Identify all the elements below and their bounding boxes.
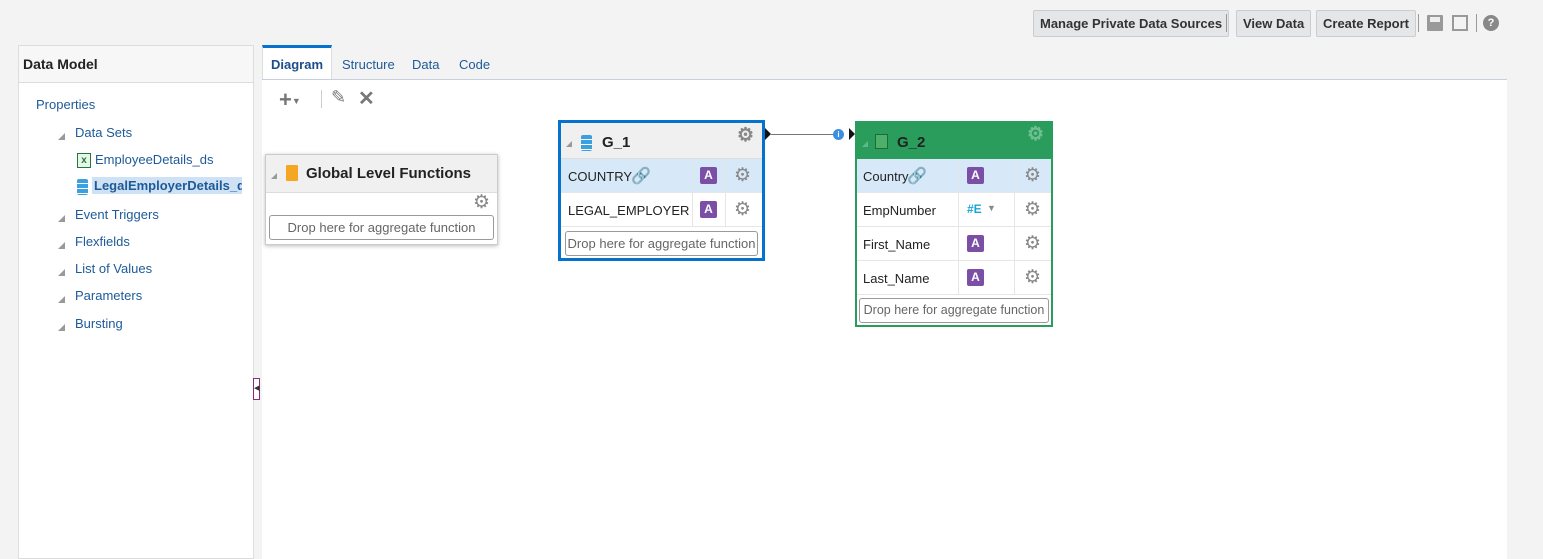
aggregate-drop-zone[interactable]: Drop here for aggregate function bbox=[565, 231, 758, 256]
manage-private-data-sources-button[interactable]: Manage Private Data Sources bbox=[1033, 10, 1230, 37]
gear-icon[interactable]: ⚙ bbox=[473, 192, 491, 213]
aggregate-drop-zone[interactable]: Drop here for aggregate function bbox=[269, 215, 494, 240]
expand-icon[interactable] bbox=[58, 324, 65, 331]
tree-bursting[interactable]: Bursting bbox=[75, 316, 123, 331]
link-line[interactable] bbox=[771, 134, 841, 135]
connector-arrow bbox=[849, 128, 855, 140]
gear-icon[interactable]: ⚙ bbox=[1024, 199, 1042, 220]
expand-icon[interactable] bbox=[58, 242, 65, 249]
text-type-icon[interactable]: A bbox=[700, 201, 717, 218]
text-type-icon[interactable]: A bbox=[967, 269, 984, 286]
box-header: G_2 ⚙ bbox=[857, 123, 1051, 159]
separator bbox=[1476, 14, 1477, 32]
document-icon bbox=[286, 165, 298, 181]
gear-icon[interactable]: ⚙ bbox=[737, 125, 755, 146]
box-header: G_1 ⚙ bbox=[561, 123, 762, 159]
excel-icon bbox=[875, 134, 888, 149]
tab-code[interactable]: Code bbox=[459, 57, 491, 72]
group-g1[interactable]: G_1 ⚙ COUNTRY 🔗 A ⚙ LEGAL_EMPLOYER A ⚙ D… bbox=[558, 120, 765, 261]
text-type-icon[interactable]: A bbox=[967, 235, 984, 252]
excel-icon: x bbox=[77, 153, 91, 168]
column-name: LEGAL_EMPLOYER bbox=[568, 203, 690, 218]
box-title: Global Level Functions bbox=[306, 165, 472, 182]
aggregate-drop-zone[interactable]: Drop here for aggregate function bbox=[859, 298, 1049, 323]
expand-icon[interactable] bbox=[58, 269, 65, 276]
collapse-icon[interactable] bbox=[271, 173, 277, 179]
table-row[interactable]: First_Name A ⚙ bbox=[857, 227, 1051, 261]
column-name: Last_Name bbox=[863, 271, 930, 286]
table-row[interactable]: Country 🔗 A ⚙ bbox=[857, 159, 1051, 193]
gear-icon[interactable]: ⚙ bbox=[1027, 124, 1045, 145]
group-title: G_2 bbox=[897, 134, 926, 151]
tree-data-sets[interactable]: Data Sets bbox=[75, 125, 133, 140]
gear-icon[interactable]: ⚙ bbox=[734, 165, 752, 186]
separator bbox=[1226, 14, 1227, 32]
tree-flexfields[interactable]: Flexfields bbox=[75, 234, 130, 249]
group-title: G_1 bbox=[602, 134, 631, 151]
separator bbox=[321, 90, 322, 108]
box-header: Global Level Functions bbox=[266, 155, 497, 193]
tab-diagram[interactable]: Diagram bbox=[262, 45, 333, 81]
properties-link[interactable]: Properties bbox=[36, 97, 96, 112]
gear-icon[interactable]: ⚙ bbox=[1024, 165, 1042, 186]
column-name: Country bbox=[863, 169, 909, 184]
collapse-icon[interactable] bbox=[566, 141, 572, 147]
tree-legal-employer-details-ds[interactable]: LegalEmployerDetails_ds bbox=[92, 177, 242, 194]
gear-icon[interactable]: ⚙ bbox=[734, 199, 752, 220]
save-as-icon[interactable] bbox=[1452, 15, 1468, 31]
table-row[interactable]: COUNTRY 🔗 A ⚙ bbox=[561, 159, 762, 193]
separator bbox=[1418, 14, 1419, 32]
column-name: COUNTRY bbox=[568, 169, 633, 184]
link-icon: 🔗 bbox=[907, 168, 927, 185]
text-type-icon[interactable]: A bbox=[967, 167, 984, 184]
save-icon[interactable] bbox=[1427, 15, 1443, 31]
global-level-functions-box[interactable]: Global Level Functions ⚙ Drop here for a… bbox=[265, 154, 498, 245]
table-row[interactable]: Last_Name A ⚙ bbox=[857, 261, 1051, 295]
info-icon[interactable]: i bbox=[833, 129, 844, 140]
column-name: EmpNumber bbox=[863, 203, 936, 218]
link-icon: 🔗 bbox=[631, 168, 651, 185]
table-row[interactable]: LEGAL_EMPLOYER A ⚙ bbox=[561, 193, 762, 227]
expand-icon[interactable] bbox=[58, 296, 65, 303]
edit-icon[interactable]: ✎ bbox=[331, 87, 347, 107]
text-type-icon[interactable]: A bbox=[700, 167, 717, 184]
add-icon[interactable]: +▼ bbox=[279, 87, 301, 112]
help-icon[interactable]: ? bbox=[1483, 15, 1499, 31]
collapse-icon[interactable] bbox=[862, 141, 868, 147]
data-model-panel: Data Model Properties Data Sets x Employ… bbox=[18, 45, 254, 559]
panel-title: Data Model bbox=[19, 46, 253, 83]
tree-employee-details-ds[interactable]: EmployeeDetails_ds bbox=[95, 152, 214, 167]
collapse-panel-handle[interactable]: ◀ bbox=[253, 378, 260, 400]
view-data-button[interactable]: View Data bbox=[1236, 10, 1312, 37]
tab-data[interactable]: Data bbox=[412, 57, 440, 72]
gear-icon[interactable]: ⚙ bbox=[1024, 233, 1042, 254]
group-g2[interactable]: G_2 ⚙ Country 🔗 A ⚙ EmpNumber #E ▼ ⚙ Firs… bbox=[855, 121, 1053, 327]
table-row[interactable]: EmpNumber #E ▼ ⚙ bbox=[857, 193, 1051, 227]
gear-icon[interactable]: ⚙ bbox=[1024, 267, 1042, 288]
column-name: First_Name bbox=[863, 237, 931, 252]
tree-event-triggers[interactable]: Event Triggers bbox=[75, 207, 159, 222]
create-report-button[interactable]: Create Report bbox=[1316, 10, 1416, 37]
number-type-icon[interactable]: #E bbox=[967, 202, 982, 216]
database-icon bbox=[581, 135, 592, 151]
database-icon bbox=[77, 179, 88, 195]
tab-structure[interactable]: Structure bbox=[342, 57, 395, 72]
expand-icon[interactable] bbox=[58, 133, 65, 140]
dropdown-icon[interactable]: ▼ bbox=[987, 203, 996, 213]
delete-icon[interactable]: ✕ bbox=[358, 88, 375, 110]
tree-list-of-values[interactable]: List of Values bbox=[75, 261, 153, 276]
connector-arrow bbox=[765, 128, 771, 140]
tree-parameters[interactable]: Parameters bbox=[75, 288, 143, 303]
expand-icon[interactable] bbox=[58, 215, 65, 222]
